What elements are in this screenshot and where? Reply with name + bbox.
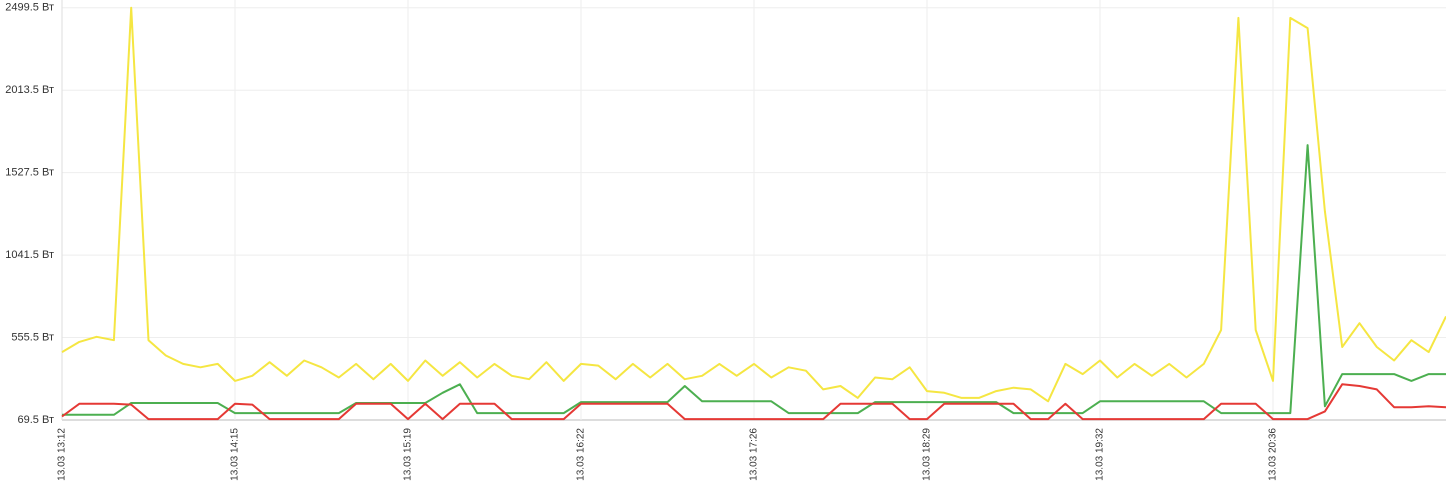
y-tick-label: 1527.5 Вт: [5, 167, 54, 179]
series-line: [61, 383, 1446, 421]
x-tick-label: 13.03 20:36: [1268, 428, 1279, 481]
x-tick-label: 13.03 15:19: [403, 428, 414, 481]
y-tick-label: 2499.5 Вт: [5, 2, 54, 14]
x-tick-label: 13.03 16:22: [576, 428, 587, 481]
series-line: [61, 6, 1446, 403]
x-tick-label: 13.03 18:29: [922, 428, 933, 481]
x-tick-label: 13.03 19:32: [1095, 428, 1106, 481]
x-tick-label: 13.03 13:12: [57, 428, 68, 481]
x-tick-label: 13.03 14:15: [230, 428, 241, 481]
x-tick-label: 13.03 17:26: [749, 428, 760, 481]
y-tick-label: 1041.5 Вт: [5, 249, 54, 261]
y-tick-label: 555.5 Вт: [11, 331, 54, 343]
y-tick-label: 69.5 Вт: [18, 414, 54, 426]
y-tick-label: 2013.5 Вт: [5, 84, 54, 96]
